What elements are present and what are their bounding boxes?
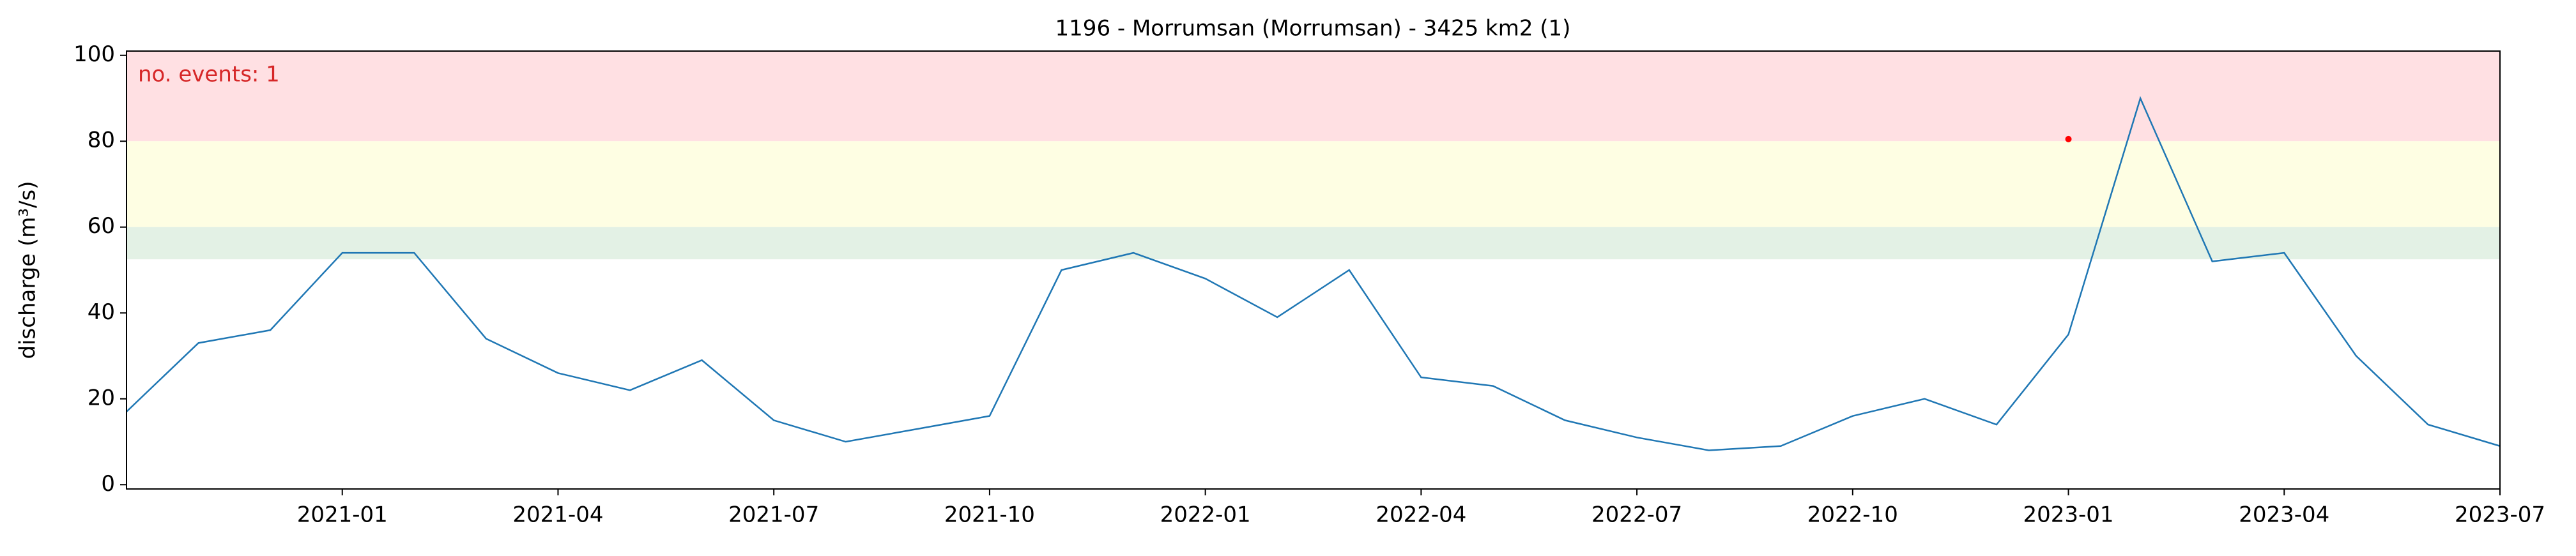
annotation: no. events: 1 [138,62,280,87]
x-tick-label: 2022-01 [1160,502,1251,528]
x-tick-label: 2021-07 [728,502,819,528]
y-tick-label: 20 [88,385,115,410]
y-tick-label: 100 [73,41,115,67]
y-tick-label: 60 [88,213,115,239]
threshold-band [126,227,2500,260]
event-point [2065,135,2072,142]
x-tick-label: 2023-04 [2239,502,2329,528]
x-tick-label: 2023-01 [2023,502,2114,528]
y-axis-label: discharge (m³/s) [15,181,41,359]
threshold-band [126,141,2500,227]
discharge-line [126,96,2501,451]
y-tick-label: 40 [88,299,115,325]
chart-title: 1196 - Morrumsan (Morrumsan) - 3425 km2 … [1055,16,1571,41]
x-tick-label: 2021-01 [297,502,388,528]
x-tick-label: 2022-07 [1591,502,1682,528]
x-tick-label: 2021-10 [944,502,1035,528]
y-tick-label: 0 [101,471,115,497]
threshold-band [126,51,2500,142]
x-tick-label: 2022-10 [1807,502,1898,528]
x-tick-label: 2021-04 [512,502,603,528]
y-tick-label: 80 [88,128,115,153]
x-tick-label: 2022-04 [1376,502,1466,528]
plot-frame [126,50,2501,490]
x-tick-label: 2023-07 [2455,502,2545,528]
